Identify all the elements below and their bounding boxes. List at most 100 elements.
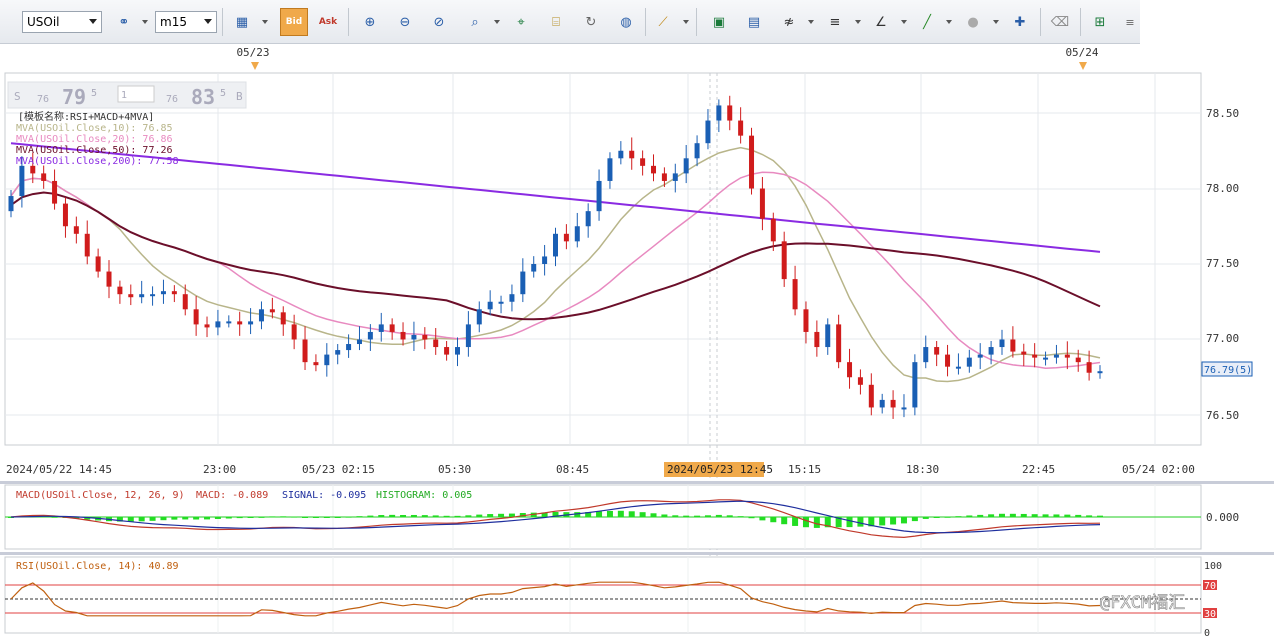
fibonacci-icon[interactable]: ≉ (783, 14, 795, 30)
histogram-bar (1064, 514, 1071, 517)
panel-splitter[interactable] (0, 481, 1274, 484)
marker-left-icon[interactable] (251, 62, 259, 70)
histogram-bar (726, 515, 733, 517)
chevron-down-icon[interactable] (494, 20, 500, 24)
candle-body (139, 294, 145, 298)
histogram-bar (378, 515, 385, 517)
image-icon[interactable]: ▤ (747, 14, 761, 30)
current-price: 76.79(5) (1204, 365, 1252, 376)
candle-body (945, 354, 951, 367)
draw-line-icon[interactable]: ╱ (923, 14, 931, 30)
histogram-bar (367, 515, 374, 517)
candle-body (84, 233, 90, 257)
panel-splitter[interactable] (0, 552, 1274, 555)
time-label: 18:30 (906, 463, 939, 476)
price-panel[interactable] (4, 72, 1202, 446)
angle-icon[interactable]: ∠ (875, 14, 887, 30)
price-axis[interactable]: 78.50 78.00 77.50 77.00 76.50 76.79(5) (1201, 107, 1253, 422)
histogram-bar (890, 517, 897, 525)
candle-body (803, 309, 809, 332)
candle-body (1053, 354, 1059, 358)
histogram-bar (182, 517, 189, 520)
histogram-bar (683, 515, 690, 517)
candle-body (52, 180, 58, 204)
chevron-down-icon[interactable] (946, 20, 952, 24)
chevron-down-icon[interactable] (901, 20, 907, 24)
histogram-bar (400, 514, 407, 517)
histogram-bar (302, 517, 309, 518)
candle-body (378, 324, 384, 332)
link-chart-icon[interactable]: ⚭ (118, 14, 130, 30)
histogram-bar (617, 510, 624, 517)
candle-body (1021, 351, 1027, 355)
histogram-bar (160, 517, 167, 521)
chevron-down-icon[interactable] (142, 20, 148, 24)
candle-body (716, 105, 722, 121)
lines-icon[interactable]: ≡ (829, 14, 841, 30)
ask-button[interactable]: Ask (318, 17, 338, 27)
add-text-icon[interactable]: ✚ (1014, 14, 1026, 30)
candle-body (977, 354, 983, 358)
histogram-bar (84, 517, 91, 520)
histogram-bar (214, 517, 221, 519)
snapshot-icon[interactable]: ▣ (712, 14, 726, 30)
crosshair-icon[interactable]: ⌖ (517, 14, 525, 30)
date-marker-right: 05/24 (1065, 46, 1098, 59)
histogram-bar (312, 517, 319, 518)
candle-body (150, 294, 156, 297)
zoom-out-icon[interactable]: ⊖ (399, 14, 411, 30)
ruler-icon[interactable]: ⟋ (658, 14, 668, 30)
indicators-icon[interactable]: ⊞ (1094, 14, 1106, 30)
histogram-bar (639, 512, 646, 517)
watermark: @FXCM福汇 (1100, 593, 1185, 613)
histogram-bar (650, 513, 657, 517)
candle-body (509, 294, 515, 302)
menu-icon[interactable]: ≡ (1125, 15, 1135, 29)
quantity-input[interactable] (117, 85, 155, 103)
candle-body (781, 241, 787, 280)
candle-body (182, 294, 188, 310)
data-window-icon[interactable]: ⌸ (552, 14, 560, 30)
timeframe-select[interactable]: m15 (155, 11, 217, 33)
chevron-down-icon[interactable] (993, 20, 999, 24)
mva10-line (10, 146, 1101, 383)
chevron-down-icon (89, 19, 97, 24)
zoom-area-icon[interactable]: ⌕ (471, 14, 479, 30)
globe-icon[interactable]: ◍ (620, 14, 632, 30)
histogram-bar (323, 517, 330, 518)
marker-right-icon[interactable] (1079, 62, 1087, 70)
chart-toolbar: USOil ⚭ m15 ▦ Bid Ask ⊕ ⊖ ⊘ ⌕ ⌖ ⌸ ↻ ◍ ⟋ … (0, 0, 1140, 44)
price-grid (5, 73, 1201, 445)
histogram-bar (911, 517, 918, 522)
chevron-down-icon[interactable] (855, 20, 861, 24)
candle-body (934, 347, 940, 355)
chart-type-icon[interactable]: ▦ (235, 14, 249, 30)
histogram-bar (792, 517, 799, 526)
histogram-bar (487, 514, 494, 517)
histogram-bar (258, 516, 265, 518)
histogram-bar (498, 513, 505, 517)
chevron-down-icon[interactable] (808, 20, 814, 24)
histogram-bar (519, 513, 526, 517)
zoom-in-icon[interactable]: ⊕ (364, 14, 376, 30)
symbol-select[interactable]: USOil (22, 11, 102, 33)
chevron-down-icon[interactable] (683, 20, 689, 24)
time-label: 22:45 (1022, 463, 1055, 476)
eraser-icon[interactable]: ⌫ (1050, 14, 1070, 30)
candle-body (444, 347, 450, 355)
time-axis[interactable]: 2024/05/22 14:45 23:00 05/23 02:15 05:30… (6, 462, 1195, 477)
candle-body (302, 339, 308, 363)
quote-box[interactable]: S 76 79 5 1 76 83 5 B (7, 81, 247, 109)
candle-body (814, 331, 820, 348)
zoom-reset-icon[interactable]: ⊘ (433, 14, 445, 30)
bid-button[interactable]: Bid (280, 8, 308, 36)
rsi-panel[interactable] (4, 556, 1202, 634)
chevron-down-icon[interactable] (262, 20, 268, 24)
candle-body (1075, 357, 1081, 363)
bid-sup: 5 (91, 88, 97, 99)
shape-icon[interactable]: ● (967, 14, 979, 30)
refresh-icon[interactable]: ↻ (585, 14, 597, 30)
candle-body (825, 324, 831, 348)
candle-body (433, 339, 439, 348)
